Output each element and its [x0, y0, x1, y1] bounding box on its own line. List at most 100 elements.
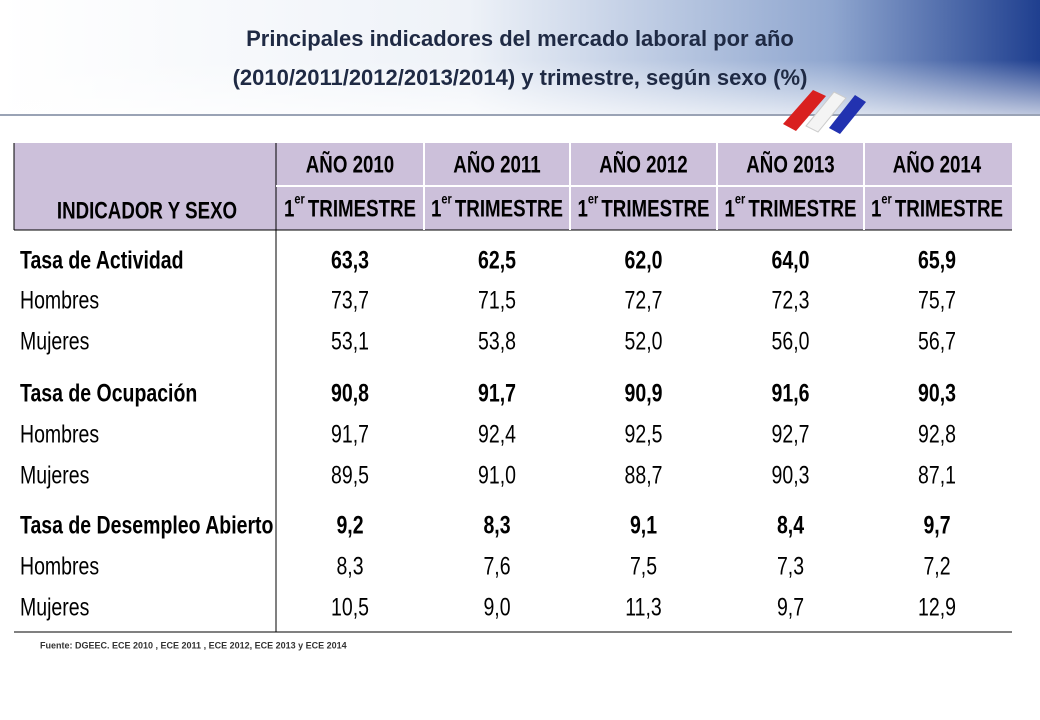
cell-value-group: 87,1: [918, 461, 956, 489]
cell-value-group: 56,7: [918, 327, 956, 355]
cell-value-group: 88,7: [625, 461, 663, 489]
column-year: AÑO 2011: [453, 150, 540, 178]
row-label-group: Hombres: [20, 286, 99, 314]
quarter-sup: er: [735, 191, 745, 207]
cell-value: 64,0: [772, 246, 810, 274]
quarter-num: 1: [578, 195, 588, 222]
quarter-text: 1er TRIMESTRE: [284, 191, 416, 221]
row-label-group: Tasa de Actividad: [20, 246, 184, 274]
cell-value: 12,9: [918, 593, 956, 621]
quarter-label: TRIMESTRE: [601, 195, 709, 222]
quarter-label: TRIMESTRE: [308, 195, 416, 222]
cell-value-group: 90,8: [331, 379, 369, 407]
quarter-label: TRIMESTRE: [895, 195, 1003, 222]
cell-value: 53,1: [331, 327, 369, 355]
cell-value: 8,3: [483, 511, 510, 539]
row-label: Tasa de Actividad: [20, 246, 184, 274]
cell-value-group: 72,3: [772, 286, 810, 314]
cell-value: 91,7: [478, 379, 516, 407]
cell-value: 89,5: [331, 461, 369, 489]
row-label: Hombres: [20, 420, 99, 448]
column-year-group: AÑO 2012: [599, 150, 687, 178]
flag-icon: [783, 90, 866, 134]
column-year: AÑO 2013: [746, 150, 834, 178]
cell-value: 9,7: [777, 593, 804, 621]
row-label: Mujeres: [20, 593, 89, 621]
cell-value: 53,8: [478, 327, 516, 355]
cell-value: 71,5: [478, 286, 516, 314]
row-label: Tasa de Ocupación: [20, 379, 197, 407]
row-label-group: Tasa de Ocupación: [20, 379, 197, 407]
row-label: Tasa de Desempleo Abierto: [20, 511, 273, 539]
cell-value: 91,0: [478, 461, 516, 489]
cell-value: 72,7: [625, 286, 663, 314]
cell-value: 9,2: [336, 511, 363, 539]
cell-value-group: 65,9: [918, 246, 956, 274]
cell-value-group: 75,7: [918, 286, 956, 314]
row-label-group: Hombres: [20, 552, 99, 580]
cell-value-group: 7,3: [777, 552, 804, 580]
cell-value-group: 7,6: [483, 552, 510, 580]
quarter-text: 1er TRIMESTRE: [578, 191, 710, 221]
column-year-group: AÑO 2014: [893, 150, 981, 178]
cell-value-group: 53,8: [478, 327, 516, 355]
cell-value-group: 62,0: [625, 246, 663, 274]
row-label-group: Mujeres: [20, 327, 89, 355]
cell-value-group: 7,2: [923, 552, 950, 580]
cell-value-group: 91,7: [478, 379, 516, 407]
row-label-group: Mujeres: [20, 593, 89, 621]
cell-value-group: 91,7: [331, 420, 369, 448]
column-quarter: 1er TRIMESTRE: [578, 191, 710, 221]
column-year: AÑO 2012: [599, 150, 687, 178]
cell-value-group: 56,0: [772, 327, 810, 355]
cell-value-group: 12,9: [918, 593, 956, 621]
cell-value-group: 92,7: [772, 420, 810, 448]
cell-value-group: 9,0: [483, 593, 510, 621]
row-label-group: Hombres: [20, 420, 99, 448]
cell-value-group: 92,8: [918, 420, 956, 448]
cell-value: 75,7: [918, 286, 956, 314]
source-note: Fuente: DGEEC. ECE 2010 , ECE 2011 , ECE…: [40, 640, 347, 650]
cell-value: 92,7: [772, 420, 810, 448]
cell-value-group: 52,0: [625, 327, 663, 355]
cell-value: 56,0: [772, 327, 810, 355]
cell-value: 90,9: [625, 379, 663, 407]
cell-value: 92,5: [625, 420, 663, 448]
cell-value-group: 7,5: [630, 552, 657, 580]
cell-value-group: 73,7: [331, 286, 369, 314]
cell-value: 9,0: [483, 593, 510, 621]
cell-value-group: 90,9: [625, 379, 663, 407]
cell-value: 7,6: [483, 552, 510, 580]
quarter-text: 1er TRIMESTRE: [431, 191, 563, 221]
cell-value-group: 71,5: [478, 286, 516, 314]
cell-value: 90,8: [331, 379, 369, 407]
quarter-sup: er: [881, 191, 891, 207]
quarter-label: TRIMESTRE: [455, 195, 563, 222]
row-label: Hombres: [20, 286, 99, 314]
column-year: AÑO 2010: [306, 150, 394, 178]
cell-value: 91,6: [772, 379, 810, 407]
cell-value-group: 92,5: [625, 420, 663, 448]
cell-value-group: 53,1: [331, 327, 369, 355]
cell-value: 10,5: [331, 593, 369, 621]
row-label-group: Tasa de Desempleo Abierto: [20, 511, 273, 539]
cell-value: 62,5: [478, 246, 516, 274]
quarter-sup: er: [294, 191, 304, 207]
quarter-label: TRIMESTRE: [748, 195, 856, 222]
cell-value: 7,5: [630, 552, 657, 580]
quarter-text: 1er TRIMESTRE: [725, 191, 857, 221]
corner-label: INDICADOR Y SEXO: [57, 197, 237, 224]
cell-value: 62,0: [625, 246, 663, 274]
cell-value: 92,8: [918, 420, 956, 448]
cell-value: 87,1: [918, 461, 956, 489]
column-quarter: 1er TRIMESTRE: [725, 191, 857, 221]
cell-value-group: 11,3: [625, 593, 661, 621]
cell-value: 8,3: [336, 552, 363, 580]
quarter-text: 1er TRIMESTRE: [871, 191, 1003, 221]
column-quarter: 1er TRIMESTRE: [431, 191, 563, 221]
column-year: AÑO 2014: [893, 150, 981, 178]
cell-value-group: 8,3: [483, 511, 510, 539]
cell-value: 11,3: [625, 593, 661, 621]
cell-value: 7,3: [777, 552, 804, 580]
